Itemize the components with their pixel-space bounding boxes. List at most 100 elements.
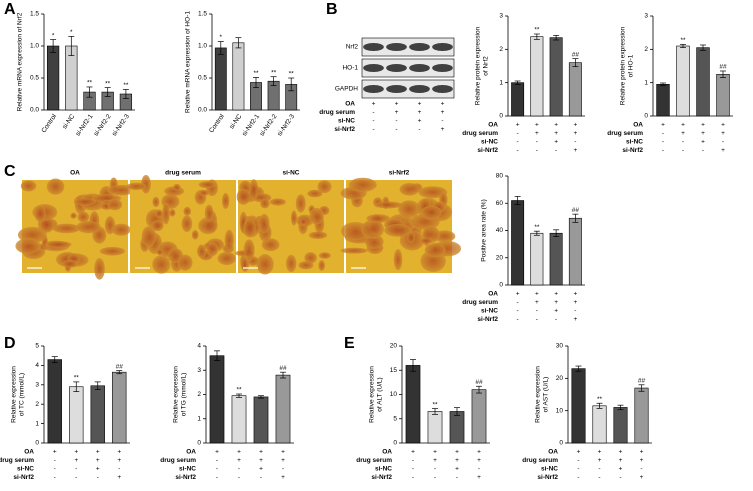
- error-bar: [217, 41, 224, 55]
- stain-cluster: [307, 189, 323, 198]
- error-bar: [553, 34, 560, 41]
- stain-cluster: [191, 230, 199, 240]
- stain-cluster: [249, 179, 259, 200]
- stain-cluster: [70, 212, 77, 219]
- condition-sign: -: [536, 308, 538, 315]
- condition-sign: -: [702, 147, 704, 154]
- error-bar: [50, 39, 57, 53]
- panel-letter: C: [4, 163, 16, 180]
- condition-name: drug serum: [462, 130, 498, 137]
- condition-sign: -: [412, 457, 414, 464]
- stain-cluster: [298, 261, 314, 270]
- condition-sign: -: [238, 466, 240, 473]
- significance-marker: **: [534, 27, 540, 34]
- condition-sign: +: [554, 291, 558, 298]
- error-bar: [596, 402, 603, 409]
- condition-name: si-NC: [375, 466, 392, 473]
- stain-cluster: [348, 177, 377, 192]
- blot-band: [363, 64, 384, 72]
- stain-cluster: [152, 196, 160, 208]
- condition-sign: +: [598, 457, 602, 464]
- error-bar: [514, 80, 521, 85]
- error-bar: [116, 370, 123, 375]
- error-bar: [280, 371, 286, 379]
- blot-label: Nrf2: [346, 44, 359, 51]
- condition-sign: +: [441, 101, 445, 108]
- condition-name: si-Nrf2: [13, 474, 34, 481]
- condition-sign: -: [75, 474, 77, 481]
- x-tick-label: Control: [40, 113, 58, 135]
- x-tick-label: si-Nrf2-3: [111, 113, 131, 138]
- condition-sign: +: [640, 457, 644, 464]
- error-bar: [660, 82, 666, 87]
- condition-sign: -: [577, 466, 579, 473]
- significance-marker: ##: [638, 378, 646, 385]
- y-axis-label: Relative protein expression: [620, 26, 627, 105]
- stain-cluster: [366, 214, 391, 223]
- bar: [214, 47, 227, 111]
- blot-band: [363, 85, 384, 93]
- x-tick-label: si-NC: [61, 113, 76, 131]
- stain-cluster: [340, 247, 368, 254]
- condition-sign: +: [441, 109, 445, 116]
- condition-sign: +: [661, 122, 665, 129]
- x-tick-label: si-Nrf2-3: [276, 113, 296, 138]
- blot-band: [386, 64, 407, 72]
- y-axis-label: Relative expression: [369, 366, 376, 423]
- bar: [511, 82, 525, 117]
- condition-sign: -: [722, 139, 724, 146]
- y-tick-label: 20: [390, 343, 398, 350]
- y-tick-label: 60: [496, 200, 504, 207]
- condition-sign: -: [517, 299, 519, 306]
- condition-name: si-NC: [338, 118, 355, 125]
- y-tick-label: 30: [556, 343, 564, 350]
- stain-cluster: [169, 209, 176, 217]
- stain-cluster: [183, 206, 192, 216]
- y-tick-label: 10: [556, 407, 564, 414]
- condition-name: OA: [633, 122, 643, 129]
- significance-marker: ##: [572, 207, 580, 214]
- condition-sign: +: [53, 449, 57, 456]
- stain-cluster: [300, 218, 307, 226]
- bar: [549, 37, 563, 117]
- condition-sign: -: [682, 147, 684, 154]
- bar: [592, 405, 607, 444]
- blot-band: [432, 85, 453, 93]
- condition-sign: +: [455, 466, 459, 473]
- stain-cluster: [62, 259, 78, 268]
- y-tick-label: 0.0: [30, 107, 39, 114]
- condition-sign: +: [701, 122, 705, 129]
- stain-cluster: [181, 215, 193, 233]
- condition-sign: -: [54, 466, 56, 473]
- condition-sign: +: [259, 449, 263, 456]
- bar: [427, 411, 443, 444]
- condition-name: si-Nrf2: [477, 147, 498, 154]
- condition-sign: +: [418, 101, 422, 108]
- stain-cluster: [236, 188, 251, 205]
- significance-marker: **: [74, 375, 80, 382]
- y-tick-label: 0: [499, 282, 503, 289]
- error-bar: [476, 385, 482, 394]
- significance-marker: *: [52, 32, 55, 39]
- condition-sign: -: [75, 466, 77, 473]
- stain-cluster: [361, 219, 385, 239]
- significance-marker: ##: [719, 64, 727, 71]
- error-bar: [617, 404, 624, 411]
- stain-cluster: [393, 249, 403, 271]
- condition-sign: +: [259, 466, 263, 473]
- y-axis-label: Relative expression: [535, 366, 542, 423]
- y-axis-label: of HO-1: [628, 54, 635, 77]
- condition-sign: +: [701, 139, 705, 146]
- condition-sign: +: [96, 457, 100, 464]
- y-tick-label: 0: [393, 440, 397, 447]
- condition-sign: +: [681, 130, 685, 137]
- condition-sign: +: [619, 466, 623, 473]
- y-axis-label: Relative expression: [11, 366, 18, 423]
- condition-sign: +: [372, 101, 376, 108]
- condition-sign: -: [238, 474, 240, 481]
- condition-sign: -: [662, 130, 664, 137]
- error-bar: [410, 359, 416, 372]
- condition-name: si-Nrf2: [537, 474, 558, 481]
- bar: [511, 200, 525, 286]
- panel-letter: D: [4, 335, 16, 352]
